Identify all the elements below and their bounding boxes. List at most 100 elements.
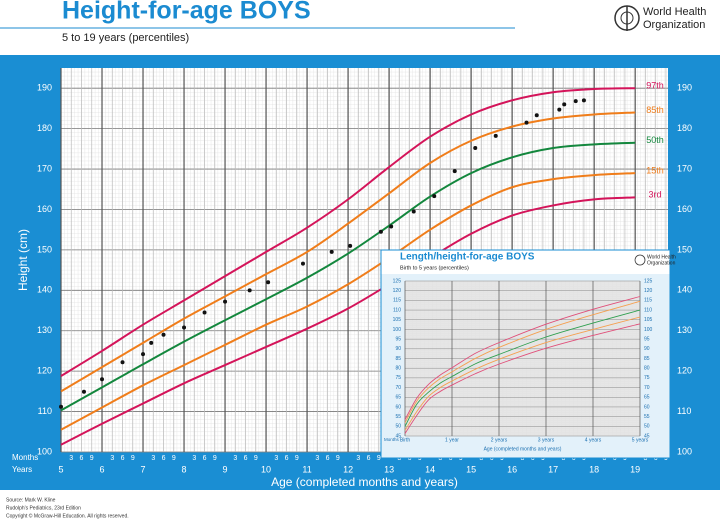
month-tick-label: 6 bbox=[80, 455, 84, 462]
measurement-point bbox=[202, 310, 207, 315]
measurement-point bbox=[573, 99, 578, 104]
percentile-curve bbox=[60, 172, 636, 431]
measurement-point bbox=[149, 340, 154, 345]
months-label: Months bbox=[384, 437, 400, 442]
month-tick-label: 9 bbox=[295, 455, 299, 462]
y-tick-label: 140 bbox=[677, 285, 692, 295]
percentile-curve bbox=[404, 323, 641, 434]
month-tick-label: 3 bbox=[110, 455, 114, 462]
percentile-curve bbox=[60, 87, 636, 377]
measurement-point bbox=[81, 389, 86, 394]
y-tick-label: 105 bbox=[393, 317, 402, 323]
month-tick-label: 3 bbox=[356, 455, 360, 462]
y-tick-label: 100 bbox=[393, 327, 402, 333]
y-tick-label: 110 bbox=[393, 307, 401, 313]
x-tick-label: 10 bbox=[261, 464, 271, 474]
org-name: Organization bbox=[643, 19, 705, 31]
measurement-point bbox=[493, 133, 498, 138]
x-tick-label: 16 bbox=[507, 464, 517, 474]
percentile-label: 97th bbox=[646, 81, 664, 91]
measurement-point bbox=[161, 332, 166, 337]
y-tick-label: 75 bbox=[644, 375, 650, 381]
percentile-curve bbox=[404, 316, 641, 431]
measurement-point bbox=[120, 360, 125, 365]
measurement-point bbox=[300, 261, 305, 266]
y-tick-label: 65 bbox=[644, 395, 650, 401]
y-tick-label: 100 bbox=[677, 446, 692, 456]
y-tick-label: 55 bbox=[644, 414, 650, 420]
y-tick-label: 75 bbox=[395, 375, 401, 381]
x-tick-label: 5 years bbox=[632, 437, 649, 443]
x-tick-label: 8 bbox=[182, 464, 187, 474]
y-tick-label: 80 bbox=[644, 366, 650, 372]
x-tick-label: 3 years bbox=[538, 437, 555, 443]
y-tick-label: 125 bbox=[393, 278, 402, 284]
y-tick-label: 100 bbox=[644, 327, 653, 333]
y-tick-label: 120 bbox=[644, 288, 653, 294]
x-tick-label: 4 years bbox=[585, 437, 602, 443]
x-axis-title: Age (completed months and years) bbox=[484, 446, 562, 452]
measurement-point bbox=[432, 194, 437, 199]
y-tick-label: 50 bbox=[395, 424, 401, 430]
inset-title: Length/height-for-age BOYS bbox=[400, 252, 535, 263]
percentile-curve bbox=[404, 309, 641, 427]
percentile-label: 85th bbox=[646, 105, 664, 115]
x-tick-label: 6 bbox=[100, 464, 105, 474]
y-tick-label: 190 bbox=[37, 83, 52, 93]
percentile-curve bbox=[60, 141, 636, 412]
y-tick-label: 60 bbox=[644, 404, 650, 410]
month-tick-label: 6 bbox=[203, 455, 207, 462]
y-tick-label: 140 bbox=[37, 285, 52, 295]
y-tick-label: 170 bbox=[37, 163, 52, 173]
percentile-curve bbox=[60, 196, 636, 446]
month-tick-label: 9 bbox=[131, 455, 135, 462]
page-subtitle: 5 to 19 years (percentiles) bbox=[62, 32, 189, 44]
percentile-label: 50th bbox=[646, 135, 664, 145]
month-tick-label: 9 bbox=[377, 455, 381, 462]
org-name: World Health bbox=[643, 6, 706, 18]
measurement-point bbox=[182, 325, 187, 330]
y-tick-label: 90 bbox=[644, 346, 650, 352]
inset-org: Organization bbox=[647, 260, 676, 266]
x-tick-label: 1 year bbox=[445, 437, 459, 443]
y-tick-label: 95 bbox=[395, 336, 401, 342]
y-tick-label: 115 bbox=[393, 298, 401, 304]
measurement-point bbox=[266, 280, 271, 285]
percentile-curve bbox=[404, 300, 641, 424]
y-tick-label: 60 bbox=[395, 404, 401, 410]
percentile-curve bbox=[60, 111, 636, 393]
month-tick-label: 6 bbox=[367, 455, 371, 462]
y-tick-label: 160 bbox=[677, 204, 692, 214]
month-tick-label: 3 bbox=[192, 455, 196, 462]
inset-org: World Health bbox=[647, 254, 676, 260]
month-tick-label: 3 bbox=[233, 455, 237, 462]
measurement-point bbox=[378, 229, 383, 234]
measurement-point bbox=[473, 146, 478, 151]
measurement-point bbox=[348, 243, 353, 248]
measurement-point bbox=[557, 107, 562, 112]
measurement-point bbox=[59, 404, 63, 409]
month-tick-label: 3 bbox=[69, 455, 73, 462]
month-tick-label: 9 bbox=[90, 455, 94, 462]
y-tick-label: 95 bbox=[644, 336, 650, 342]
y-tick-label: 70 bbox=[395, 385, 401, 391]
y-tick-label: 65 bbox=[395, 395, 401, 401]
months-label: Months bbox=[12, 453, 38, 462]
x-tick-label: 18 bbox=[589, 464, 599, 474]
x-tick-label: 2 years bbox=[491, 437, 508, 443]
x-tick-label: 17 bbox=[548, 464, 558, 474]
inset-logo bbox=[634, 254, 646, 266]
y-tick-label: 45 bbox=[395, 433, 401, 439]
y-tick-label: 120 bbox=[393, 288, 402, 294]
y-tick-label: 45 bbox=[644, 433, 650, 439]
measurement-point bbox=[247, 288, 252, 293]
y-tick-label: 130 bbox=[37, 325, 52, 335]
month-tick-label: 9 bbox=[213, 455, 217, 462]
measurement-point bbox=[524, 120, 529, 125]
x-tick-label: 11 bbox=[302, 464, 311, 474]
month-tick-label: 9 bbox=[336, 455, 340, 462]
month-tick-label: 3 bbox=[315, 455, 319, 462]
month-tick-label: 6 bbox=[121, 455, 125, 462]
y-tick-label: 115 bbox=[644, 298, 652, 304]
